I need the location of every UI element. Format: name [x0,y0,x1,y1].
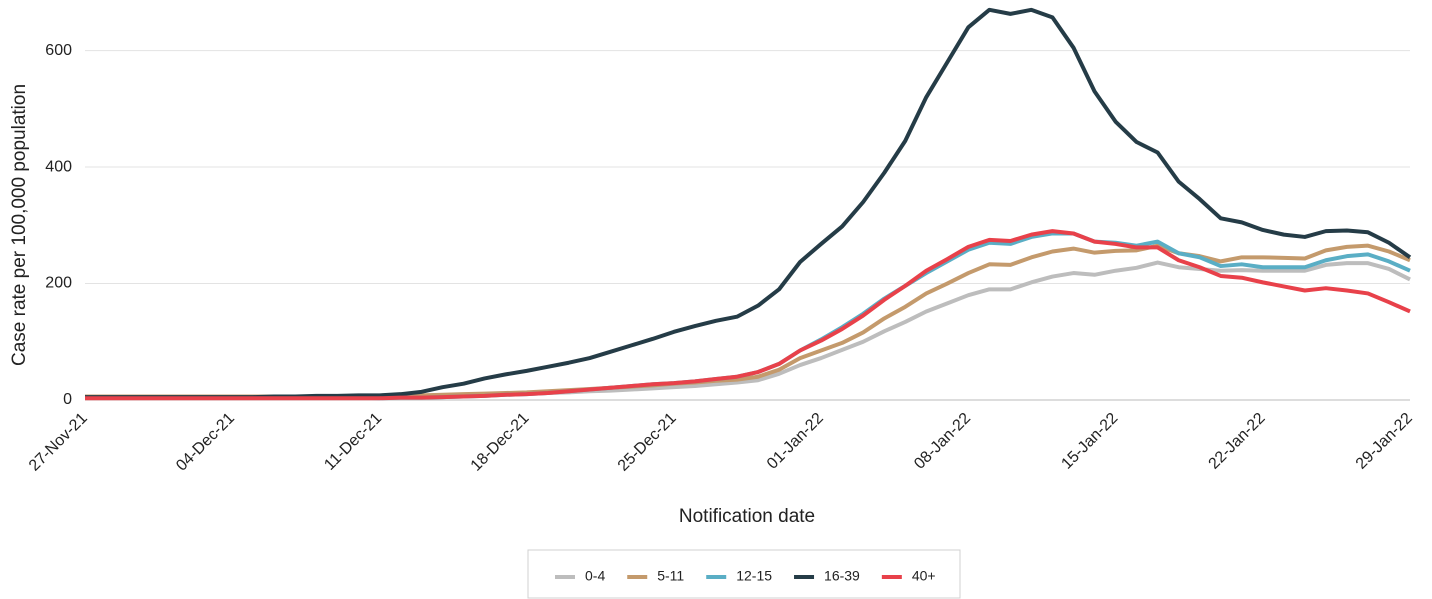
y-tick-label: 200 [45,275,72,292]
x-tick-label: 27-Nov-21 [26,410,91,475]
legend-label: 40+ [912,568,936,584]
x-axis-title: Notification date [679,506,815,527]
x-tick-label: 22-Jan-22 [1206,410,1269,473]
legend-label: 5-11 [657,568,684,584]
x-tick-label: 18-Dec-21 [468,410,533,475]
y-tick-label: 600 [45,42,72,59]
series-line [85,7,1412,400]
y-tick-label: 400 [45,158,72,175]
x-tick-label: 29-Jan-22 [1353,410,1416,473]
legend-label: 16-39 [824,568,860,584]
y-axis-title: Case rate per 100,000 population [9,84,30,366]
x-tick-label: 15-Jan-22 [1058,410,1121,473]
x-tick-label: 08-Jan-22 [911,410,974,473]
series-line [85,229,1411,401]
x-tick-label: 11-Dec-21 [321,410,385,474]
x-tick-label: 04-Dec-21 [173,410,238,475]
legend-box [527,549,961,599]
legend-label: 0-4 [585,568,605,584]
x-tick-label: 01-Jan-22 [764,410,827,473]
legend-label: 12-15 [736,568,772,584]
x-tick-label: 25-Dec-21 [615,410,680,475]
y-tick-label: 0 [63,391,72,408]
